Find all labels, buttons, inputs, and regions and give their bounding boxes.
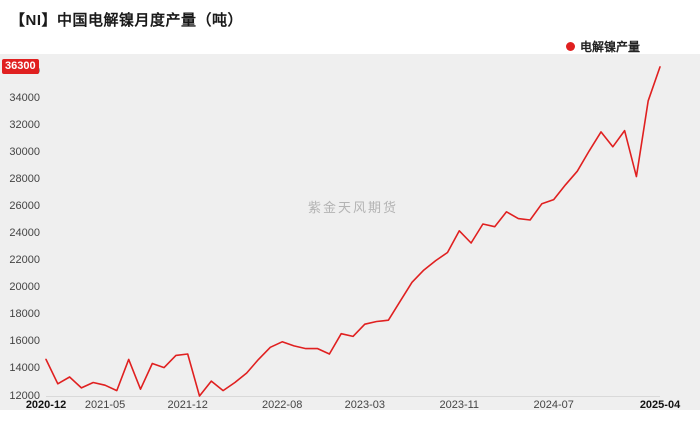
y-axis-label: 28000 [9, 172, 40, 185]
y-axis-label: 24000 [9, 227, 40, 239]
x-axis-label: 2021-12 [167, 399, 208, 411]
legend: 电解镍产量 [565, 38, 640, 55]
y-axis-label: 32000 [9, 118, 40, 131]
x-axis-label: 2020-12 [25, 399, 67, 411]
legend-dot-icon [565, 42, 575, 51]
x-axis-label: 2024-07 [533, 399, 574, 411]
y-axis-label: 14000 [9, 362, 40, 375]
y-axis-label: 26000 [9, 199, 40, 212]
x-axis-label: 2021-05 [84, 399, 126, 411]
series-line [45, 66, 661, 397]
y-axis-label: 12000 [9, 389, 40, 402]
x-axis-label: 2023-11 [439, 399, 480, 411]
chart-title: 【NI】中国电解镍月度产量（吨） [10, 12, 244, 29]
y-axis-label: 22000 [9, 254, 40, 267]
x-axis-label: 2025-04 [639, 399, 681, 411]
y-axis-label: 18000 [9, 308, 40, 321]
y-axis-label: 16000 [9, 335, 40, 348]
x-axis-label: 2022-08 [261, 399, 303, 411]
x-axis-label: 2023-03 [344, 399, 385, 411]
latest-value-badge: 36300 [2, 58, 39, 74]
y-axis-label: 20000 [9, 281, 40, 294]
watermark: 紫金天风期货 [307, 200, 398, 215]
y-axis-label: 30000 [9, 145, 40, 158]
legend-label: 电解镍产量 [579, 40, 640, 54]
plot-panel [0, 54, 700, 410]
y-axis-label: 34000 [9, 91, 40, 104]
